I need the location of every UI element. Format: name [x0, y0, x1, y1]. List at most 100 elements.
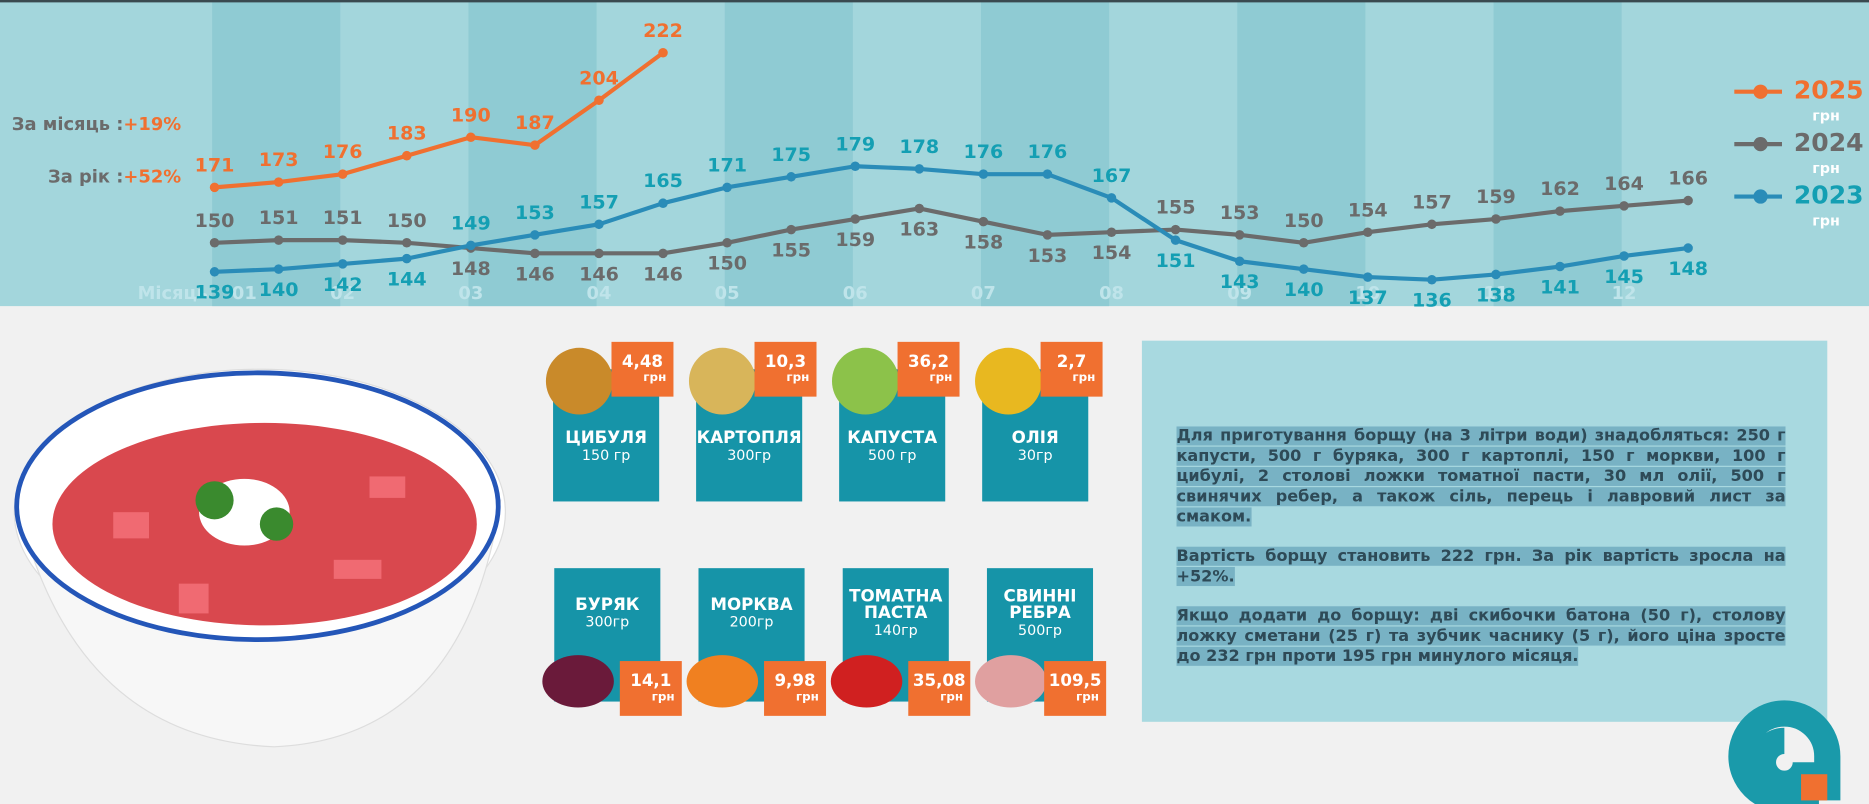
data-label: 164: [1604, 173, 1644, 195]
data-point: [978, 169, 989, 179]
ingredient-image: [688, 347, 756, 415]
data-label: 140: [1284, 279, 1324, 301]
x-tick-label: 08: [1099, 283, 1124, 304]
data-point: [722, 182, 732, 193]
data-point: [658, 48, 668, 58]
data-label: 159: [1476, 186, 1516, 208]
ingredient-name: СВИННІ РЕБРА: [1003, 586, 1077, 623]
data-point: [209, 238, 220, 248]
data-point: [1106, 193, 1117, 203]
legend-unit: грн: [1812, 161, 1840, 177]
top-border: [0, 0, 1869, 3]
data-label: 163: [899, 218, 939, 240]
data-label: 176: [1028, 141, 1068, 163]
data-label: 146: [515, 263, 555, 285]
data-label: 171: [195, 154, 235, 176]
data-label: 146: [643, 263, 683, 285]
data-point: [1170, 224, 1181, 235]
price-info: 10,3 грн: [755, 342, 817, 397]
x-tick-label: 03: [458, 283, 483, 304]
data-label: 166: [1668, 168, 1708, 190]
ingredient-amount: 500гр: [1018, 621, 1062, 638]
price-unit: грн: [940, 690, 964, 704]
data-point: [1683, 195, 1693, 206]
ingredient-image: [545, 347, 613, 415]
price-info: 36,2 грн: [898, 342, 960, 397]
x-tick-label: 06: [843, 283, 868, 304]
data-point: [530, 248, 540, 259]
data-label: 148: [451, 258, 491, 280]
series-line: [214, 51, 665, 190]
data-point: [1234, 256, 1245, 267]
ingredient-amount: 300гр: [727, 446, 772, 464]
ingredient-image: [542, 655, 614, 708]
ingredient-amount: 30гр: [1017, 446, 1053, 464]
data-label: 138: [1476, 284, 1516, 306]
data-point: [1619, 251, 1629, 261]
series-line: [214, 164, 1689, 282]
ingredient-image: [831, 347, 899, 415]
data-point: [850, 161, 861, 172]
x-tick-label: 11: [1483, 283, 1508, 304]
price-info: 109,5 грн: [1044, 661, 1106, 716]
data-point: [978, 216, 989, 227]
x-axis-label: Місяць: [138, 283, 209, 304]
price-info: 9,98 грн: [764, 661, 826, 716]
data-label: 140: [259, 279, 299, 301]
data-label: 154: [1348, 199, 1388, 221]
ingredient-info: МОРКВА 200гр: [698, 580, 804, 646]
data-point: [722, 238, 732, 248]
data-point: [850, 214, 861, 224]
data-point: [1427, 219, 1437, 230]
price-unit: грн: [651, 690, 675, 704]
annotation-value: +52%: [123, 166, 181, 187]
ingredient-name: КАПУСТА: [847, 428, 938, 448]
x-tick-label: 09: [1227, 283, 1252, 304]
data-point: [1363, 272, 1373, 282]
ingredient-price: 2,7: [1056, 352, 1087, 372]
ingredient-name: ТОМАТНА ПАСТА: [849, 586, 943, 623]
ingredient-price: 9,98: [774, 671, 816, 691]
data-point: [337, 235, 348, 245]
data-label: 151: [259, 207, 299, 229]
data-point: [273, 235, 284, 245]
stripe: [724, 0, 853, 307]
price-unit: грн: [929, 371, 953, 385]
price-box: [619, 661, 682, 716]
data-point: [658, 248, 668, 259]
ingredient-info: СВИННІ РЕБРА 500гр: [987, 580, 1093, 646]
legend-dot: [1753, 189, 1768, 204]
data-point: [273, 264, 284, 274]
data-point: [1363, 227, 1373, 237]
data-label: 158: [963, 232, 1003, 254]
ingredient-price: 4,48: [621, 352, 664, 372]
data-point: [1042, 230, 1053, 240]
data-label: 154: [1092, 242, 1132, 264]
data-label: 150: [195, 210, 235, 232]
annotation-label: За місяць :: [12, 114, 124, 135]
price-box: [897, 341, 960, 397]
data-label: 167: [1092, 165, 1132, 187]
data-point: [786, 172, 796, 182]
data-label: 153: [1028, 245, 1068, 267]
data-label: 153: [1220, 202, 1260, 224]
data-label: 145: [1604, 266, 1644, 288]
data-point: [594, 219, 604, 230]
data-label: 146: [579, 263, 619, 285]
data-point: [1298, 264, 1309, 274]
x-tick-label: 07: [971, 283, 996, 304]
data-label: 139: [195, 282, 235, 304]
data-point: [914, 164, 925, 174]
data-point: [1555, 206, 1565, 216]
data-label: 148: [1668, 258, 1708, 280]
price-info: 4,48 грн: [611, 342, 673, 397]
price-box: [908, 661, 971, 716]
data-label: 141: [1540, 276, 1580, 298]
data-point: [1427, 274, 1437, 285]
